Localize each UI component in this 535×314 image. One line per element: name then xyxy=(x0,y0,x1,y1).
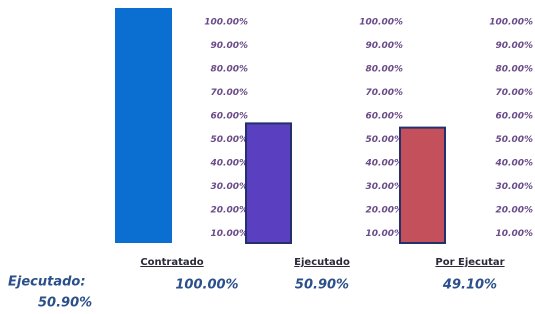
chart: Ejecutado: 50.90% 100.00% 90.00% 80.00% 70.… xyxy=(0,0,535,314)
y-tick-label: 70.00% xyxy=(211,88,249,98)
value-label: 50.90% xyxy=(295,278,349,293)
y-tick-label: 100.00% xyxy=(204,18,248,28)
y-tick-label: 40.00% xyxy=(495,159,534,169)
y-tick-label: 90.00% xyxy=(496,41,534,51)
y-tick-label: 70.00% xyxy=(366,88,404,98)
y-tick-label: 100.00% xyxy=(359,18,403,28)
y-tick-label: 10.00% xyxy=(366,229,404,239)
y-tick-label: 50.00% xyxy=(366,135,404,145)
y-tick-label: 60.00% xyxy=(366,112,404,122)
y-tick-label: 60.00% xyxy=(496,112,534,122)
y-tick-label: 80.00% xyxy=(366,65,404,75)
y-tick-label: 10.00% xyxy=(496,229,534,239)
y-tick-label: 90.00% xyxy=(366,41,404,51)
y-tick-label: 90.00% xyxy=(211,41,249,51)
y-tick-label: 80.00% xyxy=(496,65,534,75)
category-label: Por Ejecutar xyxy=(435,257,504,268)
y-tick-label: 70.00% xyxy=(496,88,534,98)
y-tick-label: 20.00% xyxy=(366,206,404,216)
summary-value: 50.90% xyxy=(38,296,92,311)
y-tick-label: 100.00% xyxy=(489,18,533,28)
y-tick-label: 20.00% xyxy=(496,206,534,216)
y-tick-label: 60.00% xyxy=(211,112,249,122)
y-tick-label: 80.00% xyxy=(211,65,249,75)
category-label: Contratado xyxy=(140,257,203,268)
bar xyxy=(246,123,291,243)
bar xyxy=(115,8,172,243)
y-tick-label: 40.00% xyxy=(365,159,404,169)
value-label: 49.10% xyxy=(442,278,497,293)
category-label: Ejecutado xyxy=(294,257,350,268)
y-tick-label: 30.00% xyxy=(211,182,249,192)
value-label: 100.00% xyxy=(175,278,238,293)
y-tick-label: 30.00% xyxy=(366,182,404,192)
y-tick-label: 50.00% xyxy=(211,135,249,145)
y-tick-label: 30.00% xyxy=(496,182,534,192)
bar xyxy=(400,128,445,243)
y-tick-label: 10.00% xyxy=(211,229,249,239)
summary-label: Ejecutado: xyxy=(8,275,86,290)
y-tick-label: 50.00% xyxy=(496,135,534,145)
y-tick-label: 40.00% xyxy=(210,159,249,169)
y-tick-label: 20.00% xyxy=(211,206,249,216)
